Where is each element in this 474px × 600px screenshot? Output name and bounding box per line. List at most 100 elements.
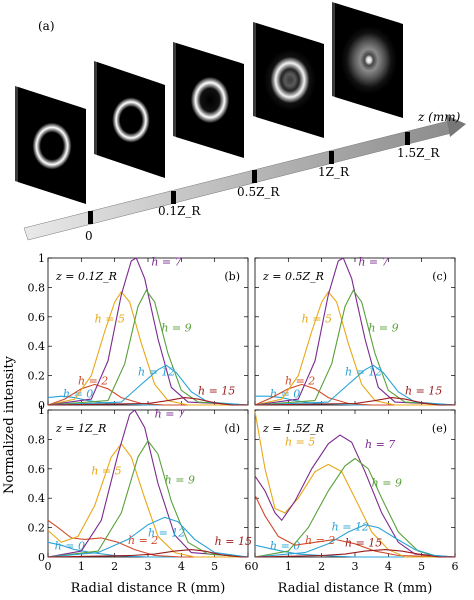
series-line-h-9 [47, 289, 249, 406]
series-label-h-5: h = 5 [95, 313, 125, 326]
x-tick-label: 6 [452, 560, 459, 573]
y-tick-label: 0.8 [28, 433, 46, 446]
x-tick-label: 5 [418, 560, 425, 573]
x-tick-label: 2 [318, 560, 325, 573]
y-axis-label: Normalized intensity [2, 355, 17, 494]
panel-label-b: (b) [224, 270, 240, 283]
series-line-h-2 [254, 383, 455, 406]
series-line-h-7 [254, 434, 456, 558]
series-label-h-7: h = 7 [365, 438, 395, 451]
series-label-h-15: h = 15 [405, 385, 442, 398]
intensity-plate-2 [94, 61, 165, 178]
panel-a-label: (a) [38, 19, 55, 33]
panel-label-e: (e) [432, 422, 447, 435]
series-line-h-0 [47, 541, 248, 558]
plot-e: 0 1 2 3 4 5 6 h = 0 h = 2 h = 5 h = 7 h = 9 h = 12 h … [252, 409, 459, 573]
x-axis-label-left: Radial distance R (mm) [71, 581, 226, 596]
series-label-h-12: h = 12 [138, 366, 175, 379]
beam-arrow-head [446, 115, 466, 137]
series-line-h-15 [47, 549, 248, 558]
intensity-plate-1 [15, 86, 86, 204]
series-label-h-2: h = 2 [285, 374, 315, 387]
series-line-h-2 [47, 519, 248, 558]
series-line-h-2 [47, 383, 248, 406]
x-tick-label: 1 [78, 560, 85, 573]
y-tick-label: 0.6 [28, 311, 46, 324]
series-label-h-15: h = 15 [215, 535, 252, 548]
series-line-h-9 [254, 289, 456, 406]
series-line-h-7 [254, 257, 456, 406]
z-axis-label: z (mm) [417, 110, 461, 124]
beam-tick-label-0: 0 [85, 229, 93, 243]
series-line-h-7 [47, 409, 249, 558]
x-tick-label: 6 [245, 560, 252, 573]
y-tick-label: 0.6 [28, 463, 46, 476]
y-tick-label: 1 [38, 404, 45, 417]
series-line-h-12 [47, 516, 249, 558]
z-annotation-b: z = 0.1Z_R [55, 270, 117, 283]
series-label-h-2: h = 2 [305, 534, 335, 547]
z-annotation-e: z = 1.5Z_R [262, 422, 324, 435]
series-line-h-0 [255, 395, 455, 406]
x-axis-label-right: Radial distance R (mm) [278, 581, 433, 596]
y-tick-label: 0.4 [28, 492, 46, 505]
x-tick-label: 2 [111, 560, 118, 573]
x-tick-label: 4 [178, 560, 185, 573]
series-line-h-0 [254, 544, 455, 558]
series-label-h-0: h = 0 [270, 540, 300, 553]
series-label-h-7: h = 7 [155, 407, 185, 420]
x-tick-label: 1 [285, 560, 292, 573]
series-label-h-7: h = 7 [151, 255, 181, 268]
series-line-h-12 [254, 364, 456, 406]
series-line-h-5 [47, 290, 248, 406]
plot-b: 00.20.40.60.81h = 0h = 2h = 5h = 7h = 9h… [28, 252, 249, 412]
y-tick-label: 0.2 [28, 370, 46, 383]
series-line-h-5 [254, 290, 455, 406]
intensity-plate-3 [173, 42, 244, 158]
beam-tick-label-1zr: 1Z_R [318, 165, 350, 179]
y-tick-label: 0 [38, 551, 45, 564]
series-line-h-9 [47, 439, 249, 558]
series-label-h-7: h = 7 [358, 255, 388, 268]
series-label-h-9: h = 9 [368, 322, 398, 335]
series-label-h-5: h = 5 [91, 465, 121, 478]
series-label-h-12: h = 12 [332, 521, 369, 534]
series-label-h-9: h = 9 [165, 474, 195, 487]
series-label-h-15: h = 15 [345, 537, 382, 550]
series-line-h-2 [254, 495, 456, 558]
x-tick-label: 0 [45, 560, 52, 573]
beam-tick-label-0-1zr: 0.1Z_R [158, 204, 201, 218]
beam-tick-label-1-5zr: 1.5Z_R [397, 146, 440, 160]
y-tick-label: 0.8 [28, 281, 46, 294]
intensity-plots: 0 0.2 0.4 0.6 0.8 1 h = 0 h = 2 h = 5 h = 7 h = 9 h… [28, 252, 459, 573]
plot-d: 0 0.2 0.4 0.6 0.8 1 0 1 2 3 4 5 6 h = 0 h = 2 h = 5 h = … [28, 404, 252, 573]
panel-label-d: (d) [224, 422, 240, 435]
beam-tick-label-0-5zr: 0.5Z_R [237, 185, 280, 199]
y-tick-label: 1 [38, 252, 45, 265]
series-label-h-2: h = 2 [128, 534, 158, 547]
z-annotation-d: z = 1Z_R [55, 422, 106, 435]
series-line-h-12 [47, 364, 249, 406]
series-label-h-12: h = 12 [345, 366, 382, 379]
y-tick-label: 0.2 [28, 522, 46, 535]
beam-tick-1-5zr [405, 132, 410, 145]
z-annotation-c: z = 0.5Z_R [262, 270, 324, 283]
series-label-h-5: h = 5 [285, 435, 315, 448]
beam-tick-0-1zr [171, 191, 176, 204]
y-tick-label: 0.4 [28, 340, 46, 353]
series-label-h-9: h = 9 [161, 322, 191, 335]
panel-a: (a) 0 0.1Z_R 0.5Z_R 1Z_R 1.5Z_R z (mm) [15, 2, 466, 243]
intensity-plate-5 [332, 2, 403, 118]
beam-tick-1zr [329, 151, 334, 164]
series-label-h-12: h = 12 [148, 526, 185, 539]
intensity-plate-4 [253, 22, 324, 138]
panel-label-c: (c) [432, 270, 447, 283]
series-label-h-5: h = 5 [302, 313, 332, 326]
series-line-h-12 [254, 524, 456, 558]
series-line-h-5 [47, 442, 248, 558]
series-label-h-9: h = 9 [372, 476, 402, 489]
beam-tick-0 [88, 211, 93, 224]
x-tick-label: 0 [252, 560, 259, 573]
series-line-h-7 [47, 257, 249, 406]
series-line-h-15 [47, 397, 248, 406]
